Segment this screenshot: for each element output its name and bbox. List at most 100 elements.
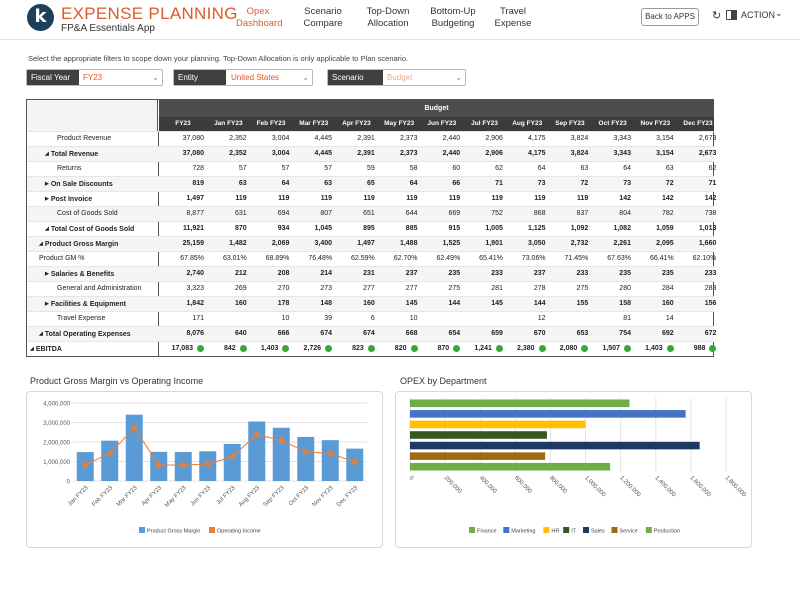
table-row[interactable]: ▶ Facilities & Equipment 1,842 160 178 148 160…	[27, 296, 716, 311]
status-dot-icon	[709, 345, 717, 352]
collapse-icon[interactable]: ◢	[45, 226, 49, 232]
table-cell: 895	[363, 225, 375, 232]
table-cell: 2,080	[559, 345, 578, 352]
table-cell: 666	[277, 330, 290, 337]
nav-top-down-allocation[interactable]: Top-Down Allocation	[366, 6, 410, 29]
column-header: Nov FY23	[640, 120, 671, 127]
table-cell: 1,901	[485, 240, 503, 247]
nav-scenario-compare[interactable]: Scenario Compare	[303, 6, 343, 29]
table-cell: 1,403	[645, 345, 663, 352]
row-label[interactable]: ▶ Facilities & Equipment	[45, 301, 126, 308]
table-cell: 2,373	[399, 150, 418, 157]
scenario-value: Budget	[387, 73, 413, 82]
export-icon[interactable]	[726, 10, 737, 20]
nav-opex-dashboard[interactable]: Opex Dashboard	[236, 6, 283, 29]
table-row[interactable]: Travel Expense 171 10 39 6 10 12 81 14	[27, 311, 714, 326]
table-row[interactable]: ▶ Salaries & Benefits 2,740 212 208 214 231 237…	[27, 266, 716, 281]
table-cell: 235	[619, 270, 631, 277]
table-cell: 3,154	[656, 135, 674, 142]
table-cell: 214	[320, 270, 333, 277]
bar	[410, 441, 700, 450]
table-cell: 65.41%	[479, 255, 503, 262]
table-cell: 2,906	[485, 150, 503, 157]
fiscal-year-select[interactable]: Fiscal Year FY23 ⌄	[26, 69, 163, 86]
table-row[interactable]: ◢ Total Operating Expenses 8,076 640 666 674 6…	[27, 326, 717, 341]
row-label[interactable]: ◢ Total Cost of Goods Sold	[45, 226, 135, 233]
x-tick-label: Nov FY23	[312, 485, 336, 509]
expand-icon[interactable]: ▶	[45, 181, 49, 187]
table-row[interactable]: ▶ On Sale Discounts 819 63 64 63 65 64 66 71 73 72 7…	[27, 176, 717, 191]
table-cell: 1,241	[474, 345, 492, 352]
table-row[interactable]: Product GM % 67.85% 63.01% 68.89% 76.48% 62.5…	[27, 251, 716, 266]
table-cell: 63.01%	[222, 255, 247, 262]
table-cell: 73	[623, 180, 631, 187]
collapse-icon[interactable]: ◢	[30, 346, 34, 352]
legend-label: Marketing	[511, 529, 535, 535]
table-cell: 280	[619, 285, 631, 292]
table-cell: 62.70%	[393, 255, 418, 262]
column-header: Oct FY23	[598, 120, 627, 127]
table-cell: 1,482	[229, 240, 247, 247]
scenario-select[interactable]: Scenario Budget ⌄	[327, 69, 466, 86]
row-label[interactable]: ◢ Total Operating Expenses	[39, 331, 131, 338]
table-row[interactable]: Cost of Goods Sold 8,877 631 694 807 651 644 66…	[27, 206, 716, 221]
table-cell: 81	[623, 315, 631, 322]
row-label[interactable]: ▶ Post Invoice	[45, 196, 93, 203]
action-menu-button[interactable]: ACTION	[741, 10, 776, 20]
table-cell: 62.49%	[436, 255, 461, 262]
table-cell: 915	[448, 225, 461, 232]
table-cell: 73.06%	[521, 255, 546, 262]
entity-select[interactable]: Entity United States ⌄	[173, 69, 313, 86]
table-cell: 67.63%	[607, 255, 631, 262]
column-header: Sep FY23	[555, 120, 585, 127]
table-row[interactable]: ◢ Total Revenue 37,080 2,352 3,004 4,445 2,391…	[27, 146, 716, 161]
table-cell: 3,323	[186, 285, 204, 292]
row-label[interactable]: ▶ Salaries & Benefits	[45, 271, 115, 278]
collapse-icon[interactable]: ◢	[39, 331, 43, 337]
expand-icon[interactable]: ▶	[45, 301, 49, 307]
line-point	[179, 461, 187, 469]
table-cell: 119	[278, 195, 290, 202]
line-point	[351, 458, 359, 466]
table-cell: 672	[704, 330, 717, 337]
table-row[interactable]: ◢ EBITDA 17,083 842 1,403 2,726 823 820 870 1,241…	[27, 341, 717, 356]
x-tick-label: Jun FY23	[190, 485, 213, 508]
collapse-icon[interactable]: ◢	[45, 151, 49, 157]
legend-label: Sales	[591, 529, 605, 535]
table-cell: 71	[708, 180, 717, 187]
back-to-apps-button[interactable]: Back to APPS	[641, 8, 699, 26]
table-cell: 233	[491, 270, 503, 277]
table-row[interactable]: ◢ Product Gross Margin 25,159 1,482 2,069 3,4…	[27, 236, 716, 251]
expand-icon[interactable]: ▶	[45, 196, 49, 202]
collapse-icon[interactable]: ◢	[39, 241, 43, 247]
table-cell: 39	[324, 315, 333, 322]
chevron-down-icon[interactable]: ⌄	[775, 8, 783, 18]
table-row[interactable]: Product Revenue 37,080 2,352 3,004 4,445 2,39…	[27, 131, 716, 146]
table-row[interactable]: General and Administration 3,323 269 270 273…	[27, 281, 716, 296]
table-cell: 57	[281, 165, 290, 172]
refresh-icon[interactable]: ↻	[712, 10, 722, 22]
row-label[interactable]: ▶ On Sale Discounts	[45, 181, 113, 188]
row-label[interactable]: ◢ EBITDA	[30, 346, 62, 353]
row-label[interactable]: ◢ Total Revenue	[45, 151, 99, 158]
table-cell: 273	[320, 285, 333, 292]
nav-bottom-up-budgeting[interactable]: Bottom-Up Budgeting	[430, 6, 476, 29]
row-label[interactable]: ◢ Product Gross Margin	[39, 241, 119, 248]
bar	[410, 452, 546, 460]
table-cell: 60	[452, 165, 461, 172]
table-cell: 14	[665, 315, 674, 322]
table-row[interactable]: ◢ Total Cost of Goods Sold 11,921 870 934 1,0…	[27, 221, 716, 236]
status-dot-icon	[495, 345, 503, 352]
table-cell: 2,095	[656, 240, 674, 247]
bar	[321, 440, 339, 481]
table-cell: 659	[491, 330, 503, 337]
table-cell: 669	[448, 210, 461, 217]
table-row[interactable]: ▶ Post Invoice 1,497 119 119 119 119 119 119 119 1…	[27, 191, 716, 206]
nav-travel-expense[interactable]: Travel Expense	[494, 6, 532, 29]
table-row[interactable]: Returns 728 57 57 57 59 58 60 62 64 63 64 63 62	[27, 161, 716, 176]
expand-icon[interactable]: ▶	[45, 271, 49, 277]
table-cell: 640	[235, 330, 247, 337]
table-cell: 1,092	[570, 225, 589, 232]
x-tick-label: 1,400,000	[653, 475, 677, 499]
table-cell: 119	[320, 195, 333, 202]
